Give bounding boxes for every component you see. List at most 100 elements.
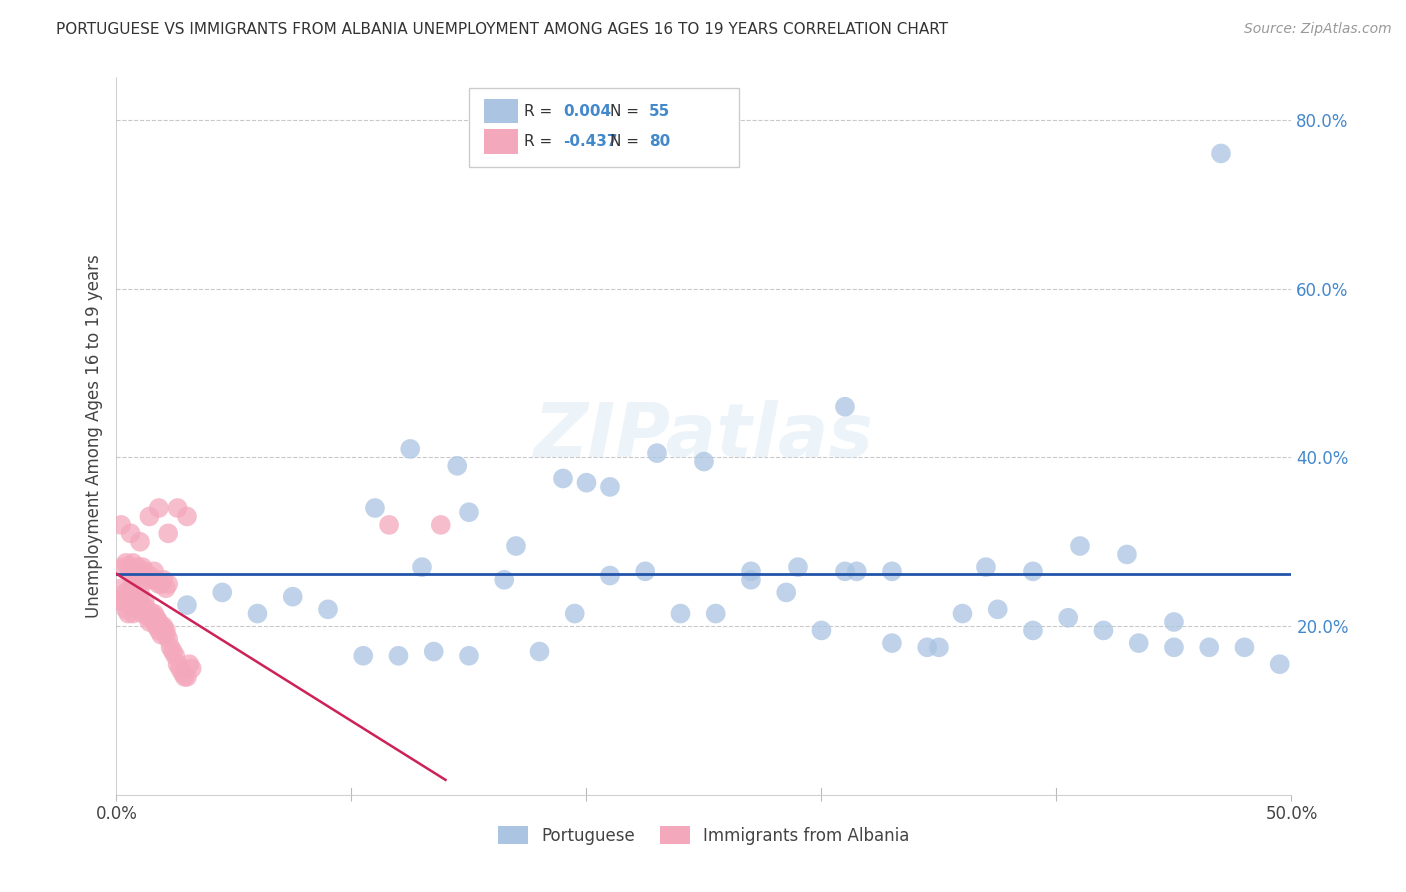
Point: [157, 632, 180, 646]
Point: [1128, 636, 1150, 650]
Point: [166, 657, 188, 672]
Point: [281, 590, 304, 604]
Point: [120, 565, 142, 579]
Point: [246, 607, 269, 621]
Point: [115, 602, 138, 616]
Point: [740, 565, 762, 579]
Point: [834, 400, 856, 414]
Point: [155, 581, 177, 595]
FancyBboxPatch shape: [484, 129, 519, 153]
Point: [127, 602, 149, 616]
Point: [364, 501, 387, 516]
Point: [1268, 657, 1291, 672]
Point: [575, 475, 598, 490]
Point: [157, 526, 180, 541]
Point: [599, 568, 621, 582]
Point: [120, 526, 142, 541]
Point: [704, 607, 727, 621]
Point: [316, 602, 339, 616]
Point: [645, 446, 668, 460]
Point: [411, 560, 433, 574]
Text: R =: R =: [524, 134, 557, 149]
Point: [165, 648, 187, 663]
Point: [136, 602, 159, 616]
Point: [1116, 548, 1139, 562]
Point: [145, 573, 167, 587]
Point: [176, 670, 198, 684]
Point: [1163, 640, 1185, 655]
Point: [162, 644, 184, 658]
Point: [145, 619, 167, 633]
Text: R =: R =: [524, 103, 557, 119]
Point: [115, 556, 138, 570]
Point: [176, 598, 198, 612]
Text: N =: N =: [610, 103, 644, 119]
Point: [1198, 640, 1220, 655]
Point: [740, 573, 762, 587]
Point: [134, 602, 156, 616]
Text: PORTUGUESE VS IMMIGRANTS FROM ALBANIA UNEMPLOYMENT AMONG AGES 16 TO 19 YEARS COR: PORTUGUESE VS IMMIGRANTS FROM ALBANIA UN…: [56, 22, 949, 37]
Text: ZIPatlas: ZIPatlas: [534, 400, 875, 473]
Point: [564, 607, 586, 621]
Point: [1022, 624, 1045, 638]
Point: [110, 517, 132, 532]
Point: [148, 577, 170, 591]
Point: [952, 607, 974, 621]
Point: [387, 648, 409, 663]
Point: [987, 602, 1010, 616]
Point: [136, 607, 159, 621]
Point: [112, 594, 135, 608]
Point: [143, 607, 166, 621]
Point: [148, 624, 170, 638]
Point: [505, 539, 527, 553]
Point: [159, 640, 181, 655]
Point: [155, 624, 177, 638]
Point: [352, 648, 374, 663]
FancyBboxPatch shape: [470, 88, 740, 167]
Point: [129, 568, 152, 582]
Point: [152, 573, 174, 587]
Point: [131, 560, 153, 574]
Point: [134, 594, 156, 608]
Point: [131, 607, 153, 621]
Point: [422, 644, 444, 658]
Point: [141, 573, 163, 587]
Point: [1022, 565, 1045, 579]
Point: [169, 661, 191, 675]
Point: [775, 585, 797, 599]
Point: [157, 577, 180, 591]
Point: [810, 624, 832, 638]
Point: [108, 594, 131, 608]
Point: [138, 615, 160, 629]
Point: [138, 568, 160, 582]
Point: [599, 480, 621, 494]
Point: [127, 560, 149, 574]
Point: [399, 442, 422, 456]
Point: [150, 577, 173, 591]
Point: [117, 607, 139, 621]
Point: [430, 517, 453, 532]
Point: [172, 665, 194, 680]
Point: [1209, 146, 1232, 161]
Point: [1069, 539, 1091, 553]
Point: [458, 648, 481, 663]
Point: [155, 627, 177, 641]
Text: Source: ZipAtlas.com: Source: ZipAtlas.com: [1244, 22, 1392, 37]
Point: [834, 565, 856, 579]
Point: [693, 454, 716, 468]
Point: [1057, 611, 1080, 625]
Point: [110, 581, 132, 595]
Text: N =: N =: [610, 134, 644, 149]
Point: [122, 556, 145, 570]
Point: [143, 565, 166, 579]
Point: [141, 611, 163, 625]
Point: [880, 636, 903, 650]
Point: [787, 560, 810, 574]
Point: [117, 590, 139, 604]
Point: [145, 611, 167, 625]
Point: [122, 607, 145, 621]
Point: [915, 640, 938, 655]
Text: 55: 55: [648, 103, 671, 119]
Point: [129, 585, 152, 599]
Point: [1092, 624, 1115, 638]
